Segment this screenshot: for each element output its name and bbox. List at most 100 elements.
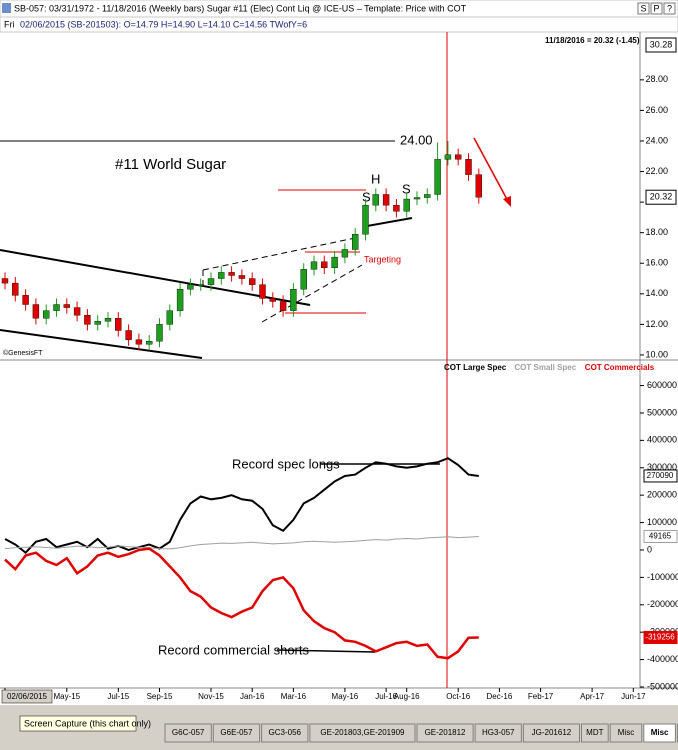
tooltip <box>19 715 137 732</box>
y-tick-label: -400000 <box>647 654 678 664</box>
tab-label[interactable]: G6C-057 <box>172 728 205 737</box>
candle-body <box>238 275 246 279</box>
x-tick-label: May-15 <box>53 692 80 701</box>
trendline <box>0 249 311 306</box>
info-text: 02/06/2015 (SB-201503): O=14.79 H=14.90 … <box>20 19 307 29</box>
info-day: Fri <box>4 19 15 29</box>
tab-label[interactable]: Misc <box>618 728 634 737</box>
candle-body <box>125 330 132 340</box>
window-button-label[interactable]: ? <box>667 3 672 13</box>
tooltip-text: Screen Capture (this chart only) <box>24 718 151 728</box>
tab[interactable] <box>643 723 676 743</box>
y-tick-label: 16.00 <box>645 258 668 268</box>
trend-channel <box>0 217 413 359</box>
y-tick-label: 600000 <box>647 380 677 390</box>
x-tick-box <box>1 689 53 704</box>
candle-body <box>424 194 431 198</box>
y-tick-label: 22.00 <box>645 166 668 176</box>
pattern-label: S <box>362 189 371 204</box>
tab-label[interactable]: Misc <box>651 728 669 737</box>
tab-label[interactable]: MDT <box>586 728 603 737</box>
tabs: G6C-057 G6E-057 GC3-056 GE-201803,GE-201909… <box>164 723 678 743</box>
candle-body <box>362 204 369 235</box>
value-box <box>643 469 678 483</box>
last-price-label: 20.32 <box>650 192 673 202</box>
window-button[interactable] <box>663 2 676 15</box>
candle-body <box>135 339 143 345</box>
value-box-label: 270090 <box>647 471 674 480</box>
window-button[interactable] <box>650 2 663 15</box>
last-price-note: 11/18/2016 = 20.32 (-1.45) <box>545 36 640 45</box>
candle-body <box>372 194 379 206</box>
tab[interactable] <box>309 723 416 743</box>
info-bar <box>0 16 678 33</box>
trendline <box>0 329 203 359</box>
tab-label[interactable]: JG-201612 <box>532 728 572 737</box>
tab-label[interactable]: G6E-057 <box>220 728 253 737</box>
candle-body <box>413 197 421 200</box>
tab-label[interactable]: GC3-056 <box>269 728 302 737</box>
y-tick-label: 100000 <box>647 517 677 527</box>
x-tick-label: Mar-16 <box>281 692 307 701</box>
candle-body <box>63 304 70 308</box>
tab[interactable] <box>212 723 261 743</box>
y-tick-label: 14.00 <box>645 288 668 298</box>
y-tick-label: 0 <box>647 544 652 554</box>
candle-body <box>32 304 40 319</box>
candle-body <box>341 249 349 258</box>
candle-body <box>156 324 163 342</box>
x-tick-label: Jul-16 <box>375 692 397 701</box>
candle-body <box>84 315 91 325</box>
tab-label[interactable]: HG3-057 <box>482 728 515 737</box>
candle-body <box>321 261 328 269</box>
candle-body <box>12 282 19 296</box>
candle-body <box>207 278 215 285</box>
tab[interactable] <box>581 723 609 743</box>
y-tick-label: 400000 <box>647 435 677 445</box>
candle-body <box>444 154 452 160</box>
tab[interactable] <box>522 723 581 743</box>
y-tick-label: -200000 <box>647 599 678 609</box>
flag-channel <box>202 237 363 323</box>
window-button-label[interactable]: P <box>653 3 659 13</box>
window-button-label[interactable]: S <box>640 3 646 13</box>
tab-label[interactable]: GE-201812 <box>425 728 466 737</box>
candle-body <box>248 278 256 285</box>
tab[interactable] <box>474 723 522 743</box>
candle-body <box>434 159 441 195</box>
y-tick-label: 200000 <box>647 490 677 500</box>
tab-label[interactable]: GE-201803,GE-201909 <box>320 728 405 737</box>
candle-body <box>115 318 122 331</box>
tab[interactable] <box>416 723 474 743</box>
candle-body <box>145 340 153 345</box>
y-tick-label: 28.00 <box>645 74 668 84</box>
x-tick-label: Jan-16 <box>240 692 265 701</box>
window-title: SB-057: 03/31/1972 - 11/18/2016 (Weekly … <box>14 3 467 13</box>
tab[interactable] <box>164 723 212 743</box>
candle-body <box>228 272 235 276</box>
value-box-label: -319256 <box>645 633 675 642</box>
x-tick-label: Jun-17 <box>621 692 646 701</box>
value-box <box>643 630 678 644</box>
tab[interactable] <box>609 723 643 743</box>
arrow-head <box>503 196 511 207</box>
candle-body <box>331 256 338 269</box>
series-line <box>4 457 479 555</box>
axis-top-box <box>645 37 677 53</box>
y-tick-label: 10.00 <box>645 349 668 359</box>
candle-body <box>465 159 472 175</box>
last-price-box <box>645 189 677 205</box>
x-tick-label: Feb-17 <box>528 692 554 701</box>
candle-body <box>166 310 174 325</box>
legend-entry: COT Small Spec <box>514 363 576 372</box>
annotation: Record spec longs <box>232 456 340 471</box>
candle-body <box>393 204 400 212</box>
candle-body <box>300 269 307 290</box>
window-button[interactable] <box>637 2 650 15</box>
candle-body <box>259 284 266 299</box>
tab[interactable] <box>261 723 309 743</box>
app-icon <box>2 3 11 13</box>
candle-body <box>73 307 81 316</box>
candle-body <box>1 278 9 284</box>
